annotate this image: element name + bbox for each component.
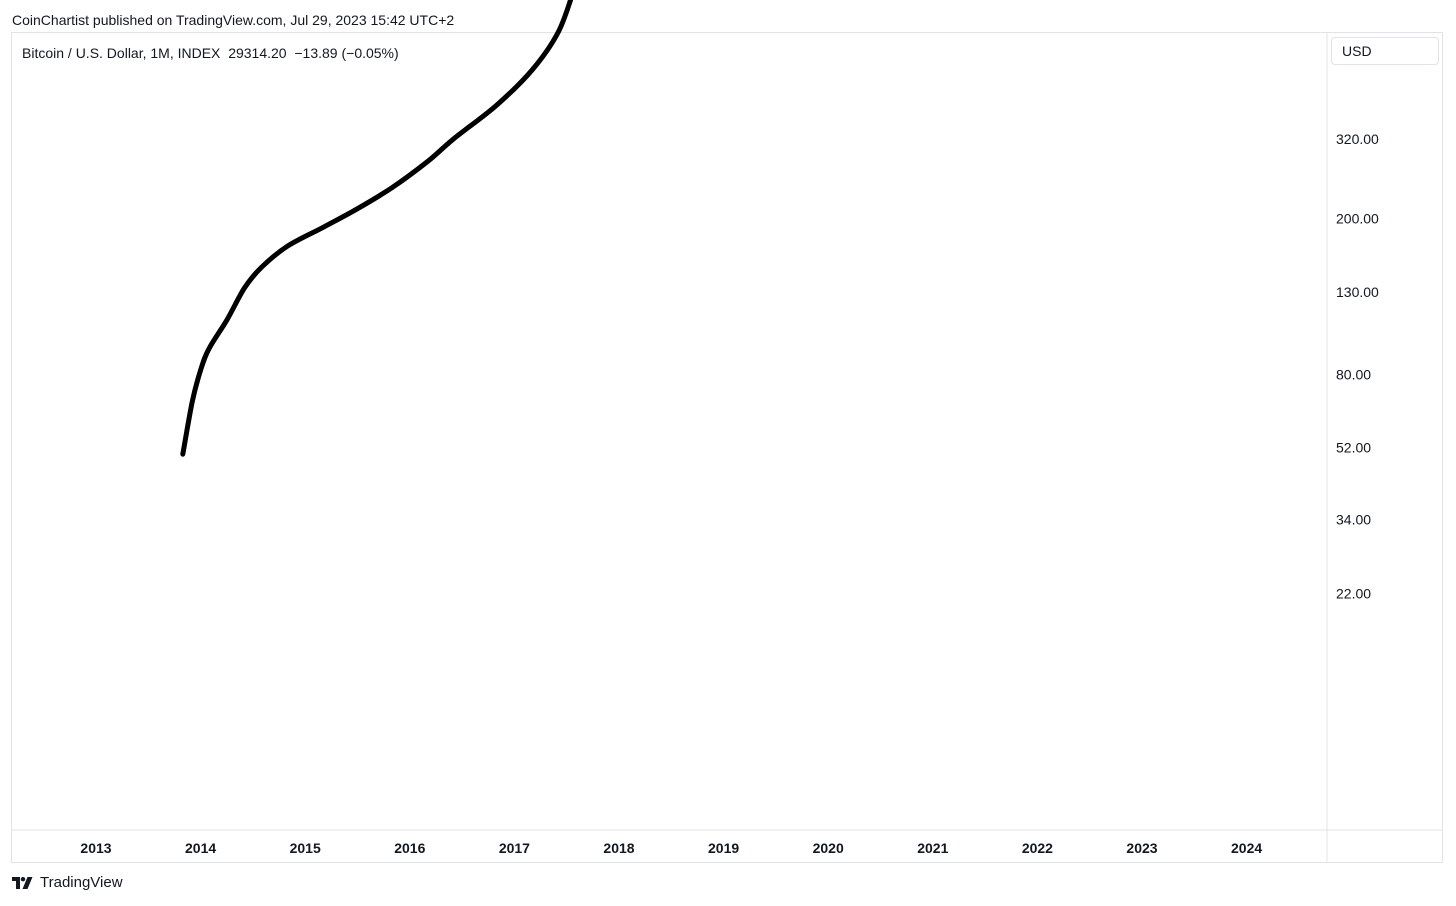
data-point xyxy=(206,346,211,351)
legend-change: −13.89 (−0.05%) xyxy=(294,45,399,61)
data-point xyxy=(285,244,290,249)
y-tick-label: 200.00 xyxy=(1336,211,1379,227)
data-point xyxy=(242,285,247,290)
data-point xyxy=(320,225,325,230)
data-point xyxy=(425,159,430,164)
x-tick-label: 2021 xyxy=(917,840,948,856)
data-point xyxy=(198,368,203,373)
data-point xyxy=(530,67,535,72)
x-tick-label: 2013 xyxy=(80,840,111,856)
tradingview-brand[interactable]: TradingView xyxy=(12,874,123,891)
legend-price: 29314.20 xyxy=(228,45,287,61)
time-axis[interactable]: 2013 2014 2015 2016 2017 2018 2019 2020 2021 2022… xyxy=(80,840,1262,856)
legend-symbol: Bitcoin / U.S. Dollar, 1M, INDEX xyxy=(22,45,221,61)
x-tick-label: 2016 xyxy=(394,840,425,856)
chart-frame xyxy=(11,32,1443,863)
data-point xyxy=(355,206,360,211)
x-tick-label: 2014 xyxy=(185,840,216,856)
x-tick-label: 2015 xyxy=(290,840,321,856)
x-tick-label: 2019 xyxy=(708,840,739,856)
data-point xyxy=(190,399,195,404)
publisher-caption: CoinChartist published on TradingView.co… xyxy=(12,12,455,28)
series-layer xyxy=(180,0,1203,457)
price-axis[interactable]: 130000.0080000.0052000.0032000.0020000.0… xyxy=(1336,0,1402,602)
data-point xyxy=(390,185,395,190)
symbol-legend: Bitcoin / U.S. Dollar, 1M, INDEX 29314.2… xyxy=(22,45,399,61)
y-tick-label: 22.00 xyxy=(1336,586,1371,602)
y-tick-label: 130.00 xyxy=(1336,284,1379,300)
x-tick-label: 2018 xyxy=(603,840,634,856)
series-line[interactable] xyxy=(180,0,1203,457)
y-tick-label: 52.00 xyxy=(1336,439,1371,455)
currency-button[interactable]: USD xyxy=(1331,37,1439,65)
tradingview-logo-icon xyxy=(12,876,33,889)
x-tick-label: 2024 xyxy=(1231,840,1262,856)
data-point xyxy=(451,136,456,141)
x-tick-label: 2017 xyxy=(499,840,530,856)
data-point xyxy=(259,265,264,270)
x-tick-label: 2023 xyxy=(1126,840,1157,856)
y-tick-label: 80.00 xyxy=(1336,366,1371,382)
data-point xyxy=(494,103,499,108)
x-tick-label: 2022 xyxy=(1022,840,1053,856)
y-tick-label: 34.00 xyxy=(1336,512,1371,528)
data-point xyxy=(224,318,229,323)
brand-name: TradingView xyxy=(40,874,123,891)
x-tick-label: 2020 xyxy=(813,840,844,856)
y-tick-label: 320.00 xyxy=(1336,131,1379,147)
data-point xyxy=(180,452,185,457)
axes xyxy=(12,33,1442,862)
data-point xyxy=(556,29,561,34)
